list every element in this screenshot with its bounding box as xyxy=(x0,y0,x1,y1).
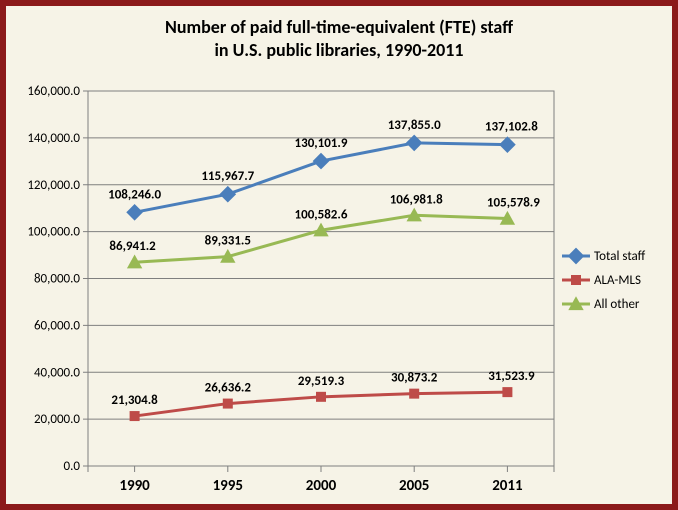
data-label: 31,523.9 xyxy=(488,369,535,384)
data-label: 100,582.6 xyxy=(295,207,348,222)
data-label: 106,981.8 xyxy=(390,192,443,207)
data-marker xyxy=(130,411,140,421)
x-axis-label: 2000 xyxy=(306,477,337,495)
data-marker xyxy=(568,248,585,265)
series-line xyxy=(135,215,508,262)
data-label: 137,855.0 xyxy=(388,118,441,133)
y-axis-label: 0.0 xyxy=(64,459,81,474)
data-marker xyxy=(502,387,512,397)
legend-label: Total staff xyxy=(594,249,646,264)
data-label: 30,873.2 xyxy=(391,371,438,386)
y-axis-label: 20,000.0 xyxy=(34,412,80,427)
data-marker xyxy=(223,399,233,409)
chart-container: Number of paid full-time-equivalent (FTE… xyxy=(0,0,678,510)
data-marker xyxy=(316,392,326,402)
data-label: 29,519.3 xyxy=(298,374,345,389)
y-axis-label: 160,000.0 xyxy=(27,84,80,99)
y-axis-label: 40,000.0 xyxy=(34,365,80,380)
data-label: 26,636.2 xyxy=(205,381,252,396)
y-axis-label: 80,000.0 xyxy=(34,272,80,287)
chart-svg: 0.0 20,000.0 40,000.0 60,000.0 80,000.0 100,0… xyxy=(6,6,672,504)
data-label: 108,246.0 xyxy=(108,187,161,202)
data-marker xyxy=(126,204,143,221)
data-label: 21,304.8 xyxy=(111,393,158,408)
data-marker xyxy=(313,153,330,170)
x-axis-label: 1995 xyxy=(213,477,243,495)
data-label: 115,967.7 xyxy=(201,169,254,184)
data-label: 130,101.9 xyxy=(295,136,348,151)
legend-label: All other xyxy=(594,297,640,312)
y-axis-label: 100,000.0 xyxy=(27,225,80,240)
data-marker xyxy=(499,136,516,153)
data-label: 105,578.9 xyxy=(487,196,540,211)
data-marker xyxy=(409,389,419,399)
y-axis-label: 60,000.0 xyxy=(34,318,80,333)
x-axis-label: 2011 xyxy=(492,477,523,495)
data-label: 89,331.5 xyxy=(205,234,251,249)
data-marker xyxy=(219,186,236,203)
data-label: 137,102.8 xyxy=(485,120,538,135)
x-axis-label: 2005 xyxy=(399,477,429,495)
data-label: 86,941.2 xyxy=(109,239,156,254)
y-axis-label: 140,000.0 xyxy=(27,131,80,146)
data-marker xyxy=(571,275,581,285)
data-marker xyxy=(406,135,423,152)
x-axis-label: 1990 xyxy=(119,477,150,495)
legend-label: ALA-MLS xyxy=(594,273,641,288)
y-axis-label: 120,000.0 xyxy=(27,178,80,193)
